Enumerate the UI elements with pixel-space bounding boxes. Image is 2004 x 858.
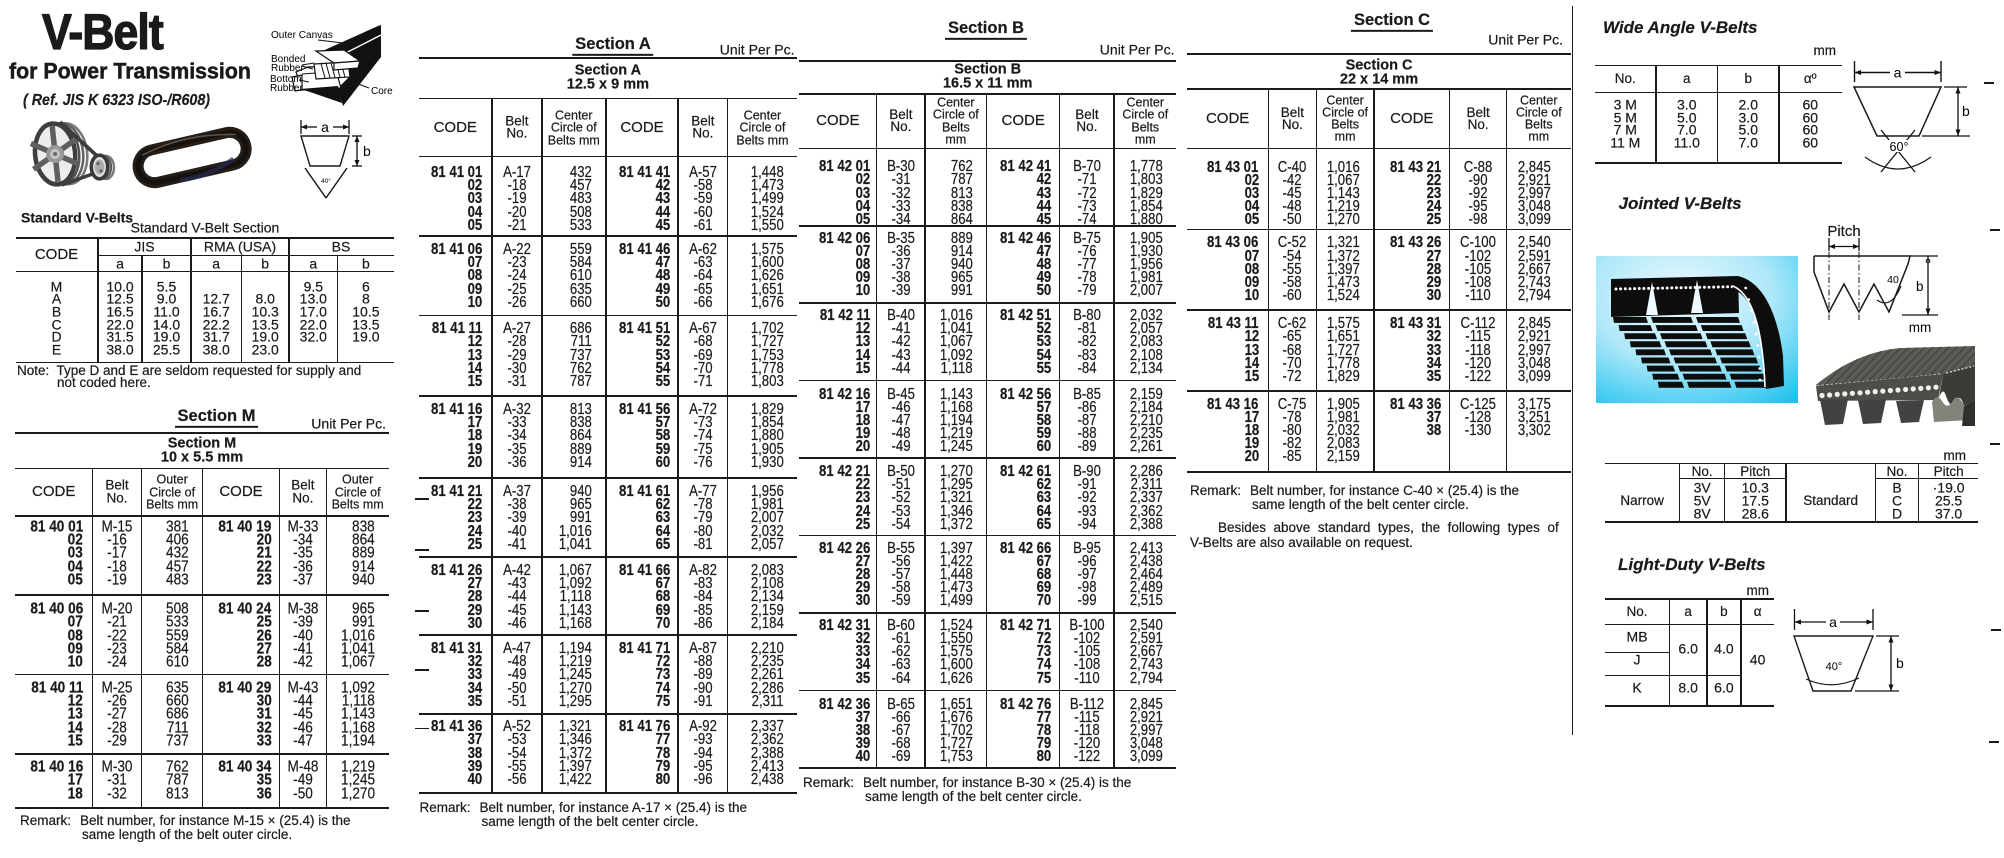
svg-text:mm: mm <box>1909 320 1932 335</box>
svg-text:a: a <box>1894 65 1902 81</box>
svg-text:40: 40 <box>1887 274 1899 286</box>
svg-text:Outer Canvas: Outer Canvas <box>271 30 333 41</box>
svg-text:a: a <box>321 119 329 135</box>
svg-text:b: b <box>1962 103 1970 119</box>
svg-text:Core: Core <box>371 86 393 97</box>
svg-text:40°: 40° <box>321 177 331 185</box>
svg-text:b: b <box>1896 655 1904 671</box>
svg-text:b: b <box>363 143 371 159</box>
svg-text:Rubber: Rubber <box>271 63 304 74</box>
svg-text:40°: 40° <box>1826 661 1843 673</box>
svg-text:Bonded: Bonded <box>271 54 305 65</box>
svg-text:Bottom: Bottom <box>270 74 302 85</box>
svg-text:60°: 60° <box>1890 140 1909 154</box>
svg-text:a: a <box>1829 614 1837 630</box>
svg-text:Rubber: Rubber <box>270 83 303 94</box>
svg-text:b: b <box>1916 279 1924 294</box>
